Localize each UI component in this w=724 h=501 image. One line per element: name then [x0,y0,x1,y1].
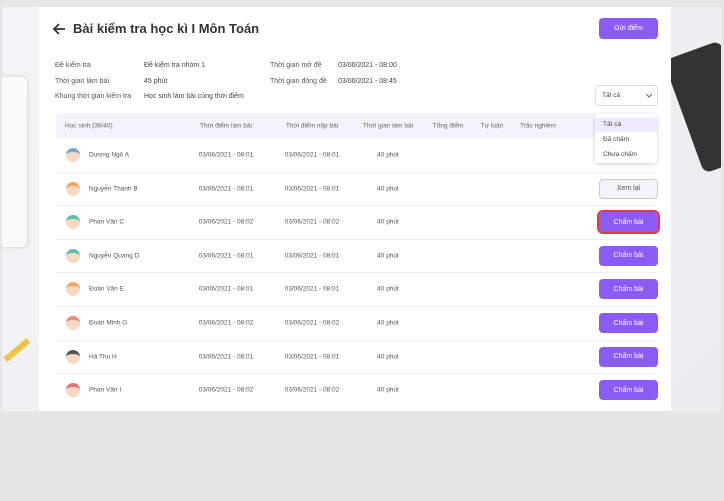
start-time: 03/06/2021 - 08:02 [198,386,254,394]
submit-time: 03/06/2021 - 08:02 [284,319,340,327]
duration: 40 phút [377,285,399,293]
phone-decor [663,40,721,174]
duration: 40 phút [377,353,399,361]
avatar [66,282,80,297]
column-header: Thời điểm làm bài [200,122,252,130]
submit-time: 03/06/2021 - 08:01 [284,353,340,361]
column-header: Thời gian làm bài [362,122,414,130]
filter-option[interactable]: Đã chấm [603,136,630,143]
filter-option[interactable]: Chưa chấm [603,151,637,158]
row-divider [56,373,656,375]
keyboard-decor [2,77,27,247]
review-button[interactable]: Xem lại [599,178,658,199]
row-divider [56,272,656,274]
avatar [66,181,80,196]
info-value: 03/06/2021 - 08:45 [338,77,397,85]
start-time: 03/06/2021 - 08:01 [198,252,254,260]
duration: 40 phút [377,185,399,193]
avatar [66,349,80,364]
row-divider [56,306,656,307]
info-value: 45 phút [144,77,168,85]
submit-time: 03/06/2021 - 08:01 [284,285,340,293]
info-value: Đề kiểm tra nhóm 1 [144,62,206,69]
table-header [56,113,596,138]
start-time: 03/06/2021 - 08:01 [198,353,254,361]
avatar [66,248,80,263]
column-header: Tự luận [480,122,504,130]
filter-select[interactable]: Tất cả [595,85,658,106]
submit-time: 03/06/2021 - 08:01 [284,185,340,193]
student-name: Hà Thu H [89,353,117,361]
column-header: Thời điểm nộp bài [285,122,339,130]
student-name: Dương Ngô A [89,151,130,159]
column-header: Tổng điểm [432,122,464,130]
info-label: Khung thời gian kiểm tra [55,93,132,100]
avatar [66,215,80,230]
submit-time: 03/06/2021 - 08:02 [284,386,340,394]
start-time: 03/06/2021 - 08:01 [198,285,254,293]
student-name: Đoàn Minh G [89,319,128,327]
filter-selected: Tất cả [602,92,621,99]
duration: 40 phút [377,252,399,260]
page-title: Bài kiểm tra học kì I Môn Toán [73,21,260,36]
student-name: Phan Văn C [89,218,125,226]
submit-time: 03/06/2021 - 08:01 [284,151,340,159]
grade-button[interactable]: Chấm bài [599,346,658,367]
start-time: 03/06/2021 - 08:02 [198,319,254,327]
info-value: 03/06/2021 - 08:00 [338,62,397,69]
submit-time: 03/06/2021 - 08:02 [284,218,340,226]
column-header: Học sinh (36/40) [65,122,113,130]
row-divider [56,205,656,207]
grade-button[interactable]: Chấm bài [599,279,658,300]
student-name: Đoàn Văn E [89,285,125,293]
main-card: Bài kiểm tra học kì I Môn Toán Gửi điểm … [39,7,671,411]
submit-button[interactable]: Gửi điểm [599,18,658,39]
avatar [66,383,80,398]
grade-button[interactable]: Chấm bài [599,245,658,266]
filter-dropdown: Tất cả Đã chấm Chưa chấm [595,114,657,163]
duration: 40 phút [377,386,399,394]
info-label: Đề kiểm tra [55,62,91,69]
start-time: 03/06/2021 - 08:01 [198,151,254,159]
student-name: Nguyễn Quang D [89,252,140,260]
filter-option[interactable]: Tất cả [595,118,657,132]
row-divider [56,339,656,341]
column-header: Trắc nghiệm [520,122,556,130]
student-name: Phan Văn I [89,386,122,394]
submit-time: 03/06/2021 - 08:01 [284,252,340,260]
avatar [66,148,80,162]
info-label: Thời gian làm bài [55,77,110,85]
grade-button[interactable]: Chấm bài [599,380,658,401]
duration: 40 phút [377,218,399,226]
start-time: 03/06/2021 - 08:02 [198,218,254,226]
grade-button[interactable]: Chấm bài [599,313,658,333]
row-divider [56,238,656,240]
duration: 40 phút [377,151,399,159]
info-label: Thời gian mở đề [270,62,322,69]
screenshot: Bài kiểm tra học kì I Môn Toán Gửi điểm … [2,7,721,411]
pencil-decor [3,338,31,362]
chevron [646,94,652,98]
start-time: 03/06/2021 - 08:01 [198,185,254,193]
row-divider [56,171,656,173]
duration: 40 phút [377,319,399,327]
grade-button[interactable]: Chấm bài [597,210,660,235]
info-label: Thời gian đóng đề [270,77,327,85]
back-arrow[interactable] [52,23,66,35]
avatar [66,316,80,330]
info-value: Học sinh làm bài cùng thời điểm [144,93,244,100]
student-name: Nguyễn Thanh B [89,185,138,193]
